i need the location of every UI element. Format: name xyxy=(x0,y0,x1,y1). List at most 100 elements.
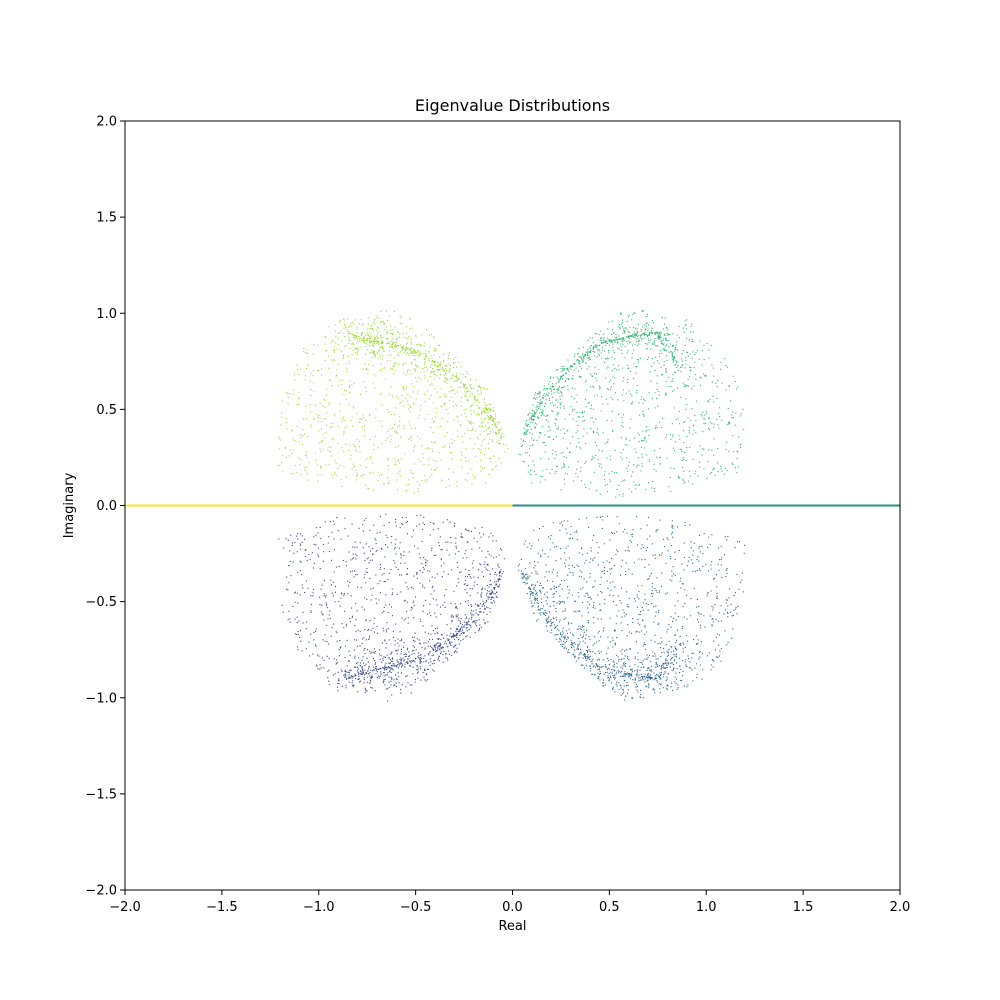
eigenvalue-point xyxy=(359,464,361,466)
eigenvalue-point xyxy=(614,377,616,379)
eigenvalue-point xyxy=(724,467,726,469)
eigenvalue-point xyxy=(343,593,345,595)
eigenvalue-point xyxy=(442,661,444,663)
eigenvalue-point xyxy=(336,632,338,634)
eigenvalue-point xyxy=(543,389,545,391)
eigenvalue-point xyxy=(472,610,474,612)
eigenvalue-point xyxy=(345,561,347,563)
eigenvalue-point xyxy=(365,639,367,641)
eigenvalue-point xyxy=(383,568,385,570)
eigenvalue-point xyxy=(545,445,547,447)
eigenvalue-point xyxy=(712,666,714,668)
eigenvalue-point xyxy=(405,374,407,376)
eigenvalue-point xyxy=(372,670,374,672)
eigenvalue-point xyxy=(726,424,728,426)
eigenvalue-point xyxy=(418,350,420,352)
eigenvalue-point xyxy=(552,385,554,387)
eigenvalue-point xyxy=(342,357,344,359)
eigenvalue-point xyxy=(626,328,628,330)
eigenvalue-point xyxy=(403,345,405,347)
eigenvalue-point xyxy=(398,363,400,365)
eigenvalue-point xyxy=(608,680,610,682)
eigenvalue-point xyxy=(361,638,363,640)
eigenvalue-point xyxy=(649,669,651,671)
eigenvalue-point xyxy=(435,407,437,409)
eigenvalue-point xyxy=(391,394,393,396)
eigenvalue-point xyxy=(483,619,485,621)
eigenvalue-point xyxy=(495,584,497,586)
eigenvalue-point xyxy=(662,328,664,330)
eigenvalue-point xyxy=(491,597,493,599)
eigenvalue-point xyxy=(584,483,586,485)
eigenvalue-point xyxy=(574,408,576,410)
eigenvalue-point xyxy=(488,426,490,428)
eigenvalue-point xyxy=(425,354,427,356)
eigenvalue-point xyxy=(333,349,335,351)
eigenvalue-point xyxy=(313,543,315,545)
eigenvalue-cloud-4 xyxy=(518,310,745,498)
eigenvalue-point xyxy=(481,588,483,590)
eigenvalue-point xyxy=(665,392,667,394)
eigenvalue-point xyxy=(379,516,381,518)
eigenvalue-point xyxy=(415,649,417,651)
eigenvalue-point xyxy=(374,338,376,340)
eigenvalue-point xyxy=(364,425,366,427)
eigenvalue-point xyxy=(421,646,423,648)
eigenvalue-point xyxy=(569,572,571,574)
eigenvalue-point xyxy=(466,616,468,618)
eigenvalue-point xyxy=(371,340,373,342)
eigenvalue-point xyxy=(497,578,499,580)
eigenvalue-point xyxy=(475,397,477,399)
eigenvalue-point xyxy=(614,629,616,631)
eigenvalue-point xyxy=(369,438,371,440)
eigenvalue-point xyxy=(285,588,287,590)
eigenvalue-point xyxy=(698,613,700,615)
eigenvalue-point xyxy=(720,559,722,561)
eigenvalue-point xyxy=(288,610,290,612)
eigenvalue-point xyxy=(339,403,341,405)
eigenvalue-point xyxy=(560,392,562,394)
eigenvalue-point xyxy=(600,340,602,342)
eigenvalue-point xyxy=(681,466,683,468)
eigenvalue-point xyxy=(330,447,332,449)
eigenvalue-point xyxy=(471,615,473,617)
eigenvalue-point xyxy=(307,436,309,438)
eigenvalue-point xyxy=(613,383,615,385)
eigenvalue-point xyxy=(473,614,475,616)
eigenvalue-point xyxy=(674,350,676,352)
eigenvalue-point xyxy=(408,421,410,423)
eigenvalue-point xyxy=(296,535,298,537)
eigenvalue-point xyxy=(450,632,452,634)
eigenvalue-point xyxy=(330,584,332,586)
eigenvalue-point xyxy=(447,659,449,661)
eigenvalue-point xyxy=(313,418,315,420)
eigenvalue-point xyxy=(337,671,339,673)
eigenvalue-point xyxy=(402,385,404,387)
eigenvalue-point xyxy=(559,522,561,524)
eigenvalue-point xyxy=(585,461,587,463)
eigenvalue-point xyxy=(363,682,365,684)
eigenvalue-point xyxy=(650,339,652,341)
eigenvalue-point xyxy=(560,429,562,431)
eigenvalue-point xyxy=(619,338,621,340)
eigenvalue-point xyxy=(608,344,610,346)
eigenvalue-point xyxy=(587,355,589,357)
eigenvalue-point xyxy=(656,375,658,377)
eigenvalue-point xyxy=(437,657,439,659)
eigenvalue-point xyxy=(431,547,433,549)
eigenvalue-point xyxy=(285,421,287,423)
eigenvalue-point xyxy=(644,566,646,568)
eigenvalue-point xyxy=(689,447,691,449)
eigenvalue-point xyxy=(354,319,356,321)
eigenvalue-point xyxy=(445,364,447,366)
eigenvalue-point xyxy=(546,468,548,470)
eigenvalue-point xyxy=(496,432,498,434)
eigenvalue-point xyxy=(412,354,414,356)
eigenvalue-point xyxy=(692,351,694,353)
eigenvalue-point xyxy=(413,492,415,494)
eigenvalue-point xyxy=(639,484,641,486)
eigenvalue-point xyxy=(355,553,357,555)
eigenvalue-point xyxy=(398,344,400,346)
eigenvalue-point xyxy=(574,600,576,602)
eigenvalue-point xyxy=(620,313,622,315)
